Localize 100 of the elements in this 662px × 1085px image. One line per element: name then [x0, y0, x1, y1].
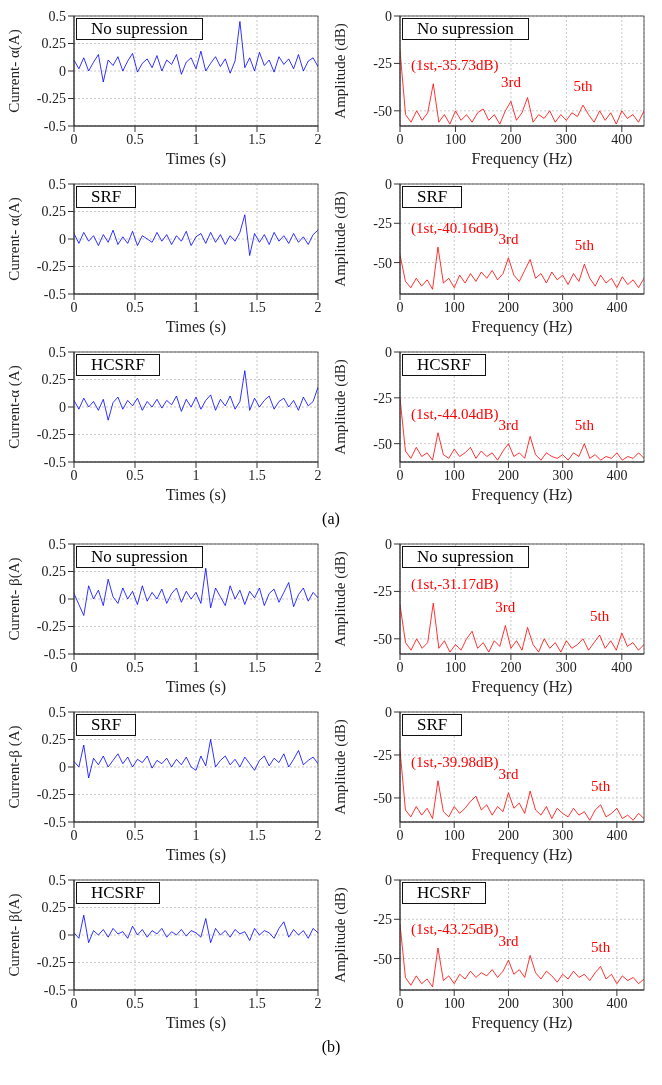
annotation: (1st,-40.16dB) [411, 220, 499, 238]
y-axis-title: Amplitude (dB) [332, 23, 350, 119]
annotation: SRF [402, 186, 463, 208]
annotation: 5th [591, 777, 611, 794]
x-tick-label: 200 [497, 467, 519, 483]
x-tick-label: 1 [192, 467, 200, 483]
x-tick-label: 0 [70, 131, 78, 147]
x-tick-label: 300 [552, 995, 574, 1011]
y-tick-label: 0 [59, 399, 66, 415]
y-tick-label: -50 [373, 255, 392, 271]
y-tick-label: -50 [373, 951, 392, 967]
annotation: 3rd [495, 598, 516, 615]
y-tick-label: -0.25 [36, 787, 66, 803]
annotation: 5th [574, 237, 595, 254]
x-tick-label: 100 [444, 131, 466, 147]
x-tick-label: 100 [443, 995, 465, 1011]
y-axis-title: Amplitude (dB) [332, 551, 350, 647]
text: (a) [322, 510, 340, 528]
x-axis-title: Times (s) [165, 678, 227, 696]
x-tick-label: 0 [70, 467, 78, 483]
x-tick-label: 100 [444, 659, 466, 675]
x-tick-label: 0.5 [126, 827, 144, 843]
x-tick-label: 2 [314, 131, 322, 147]
x-tick-label: 0 [70, 659, 78, 675]
annotation: HCSRF [402, 354, 486, 376]
x-tick-label: 1.5 [248, 659, 266, 675]
y-tick-label: -50 [373, 103, 392, 119]
y-tick-label: -50 [373, 436, 392, 452]
line-series [74, 914, 318, 944]
x-tick-label: 2 [314, 659, 322, 675]
x-tick-label: 1 [192, 131, 200, 147]
y-tick-label: 0.5 [48, 8, 66, 24]
y-tick-label: -25 [373, 747, 392, 763]
y-tick-label: -0.25 [36, 619, 66, 635]
annotation: (1st,-43.25dB) [411, 920, 499, 938]
annotation: HCSRF [76, 354, 160, 376]
y-tick-label: 0 [385, 344, 392, 360]
x-tick-label: 200 [497, 995, 519, 1011]
y-tick-label: 0.25 [41, 204, 66, 220]
y-axis-title: Current- α(A) [6, 29, 24, 113]
y-tick-label: -0.5 [43, 454, 66, 470]
x-tick-label: 1 [192, 659, 200, 675]
x-axis-title: Frequency (Hz) [471, 1014, 573, 1032]
y-tick-label: -0.5 [43, 646, 66, 662]
y-axis-title: Amplitude (dB) [332, 191, 350, 287]
x-tick-label: 0 [396, 131, 404, 147]
y-tick-label: 0 [385, 8, 392, 24]
x-tick-label: 300 [555, 659, 577, 675]
x-axis-title: Frequency (Hz) [471, 318, 573, 336]
y-tick-label: -0.5 [43, 814, 66, 830]
y-tick-label: -0.5 [43, 118, 66, 134]
x-tick-label: 300 [552, 467, 574, 483]
x-tick-label: 200 [500, 131, 522, 147]
y-tick-label: -25 [373, 56, 392, 72]
y-tick-label: 0.25 [41, 372, 66, 388]
y-tick-label: -0.25 [36, 91, 66, 107]
x-tick-label: 100 [443, 467, 465, 483]
x-axis-title: Times (s) [165, 486, 227, 504]
y-tick-label: -25 [373, 584, 392, 600]
y-tick-label: 0.5 [48, 344, 66, 360]
x-tick-label: 2 [314, 995, 322, 1011]
x-tick-label: 1 [192, 827, 200, 843]
y-tick-label: 0 [385, 872, 392, 888]
y-axis-title: Current-α (A) [6, 365, 24, 449]
annotation: (1st,-31.17dB) [411, 576, 499, 594]
x-axis-title: Times (s) [165, 150, 227, 168]
y-tick-label: 0 [59, 927, 66, 943]
x-tick-label: 0.5 [126, 299, 144, 315]
text: (b) [321, 1038, 341, 1056]
x-axis-title: Times (s) [165, 318, 227, 336]
y-tick-label: -25 [373, 390, 392, 406]
annotation: No supression [402, 546, 529, 568]
y-tick-label: 0.25 [41, 900, 66, 916]
annotation: (1st,-39.98dB) [411, 753, 499, 771]
y-tick-label: -50 [373, 790, 392, 806]
x-tick-label: 0 [396, 467, 404, 483]
y-tick-label: 0 [59, 231, 66, 247]
annotation: 3rd [498, 230, 519, 247]
x-tick-label: 400 [611, 131, 633, 147]
x-tick-label: 0.5 [126, 467, 144, 483]
x-tick-label: 100 [443, 299, 465, 315]
x-axis-title: Frequency (Hz) [471, 150, 573, 168]
y-axis-title: Current- β(A) [6, 557, 24, 641]
y-tick-label: 0 [59, 591, 66, 607]
y-tick-label: 0.25 [41, 732, 66, 748]
x-tick-label: 1.5 [248, 827, 266, 843]
x-tick-label: 0 [396, 659, 404, 675]
y-axis-title: Current- β(A) [6, 893, 24, 977]
x-tick-label: 1.5 [248, 995, 266, 1011]
y-axis-title: Amplitude (dB) [332, 887, 350, 983]
y-tick-label: 0.25 [41, 36, 66, 52]
x-tick-label: 200 [500, 659, 522, 675]
x-tick-label: 100 [443, 827, 465, 843]
x-tick-label: 400 [606, 467, 628, 483]
y-tick-label: -50 [373, 631, 392, 647]
x-tick-label: 1 [192, 299, 200, 315]
x-axis-title: Frequency (Hz) [471, 486, 573, 504]
y-tick-label: 0.5 [48, 536, 66, 552]
x-tick-label: 200 [497, 299, 519, 315]
x-tick-label: 0.5 [126, 659, 144, 675]
